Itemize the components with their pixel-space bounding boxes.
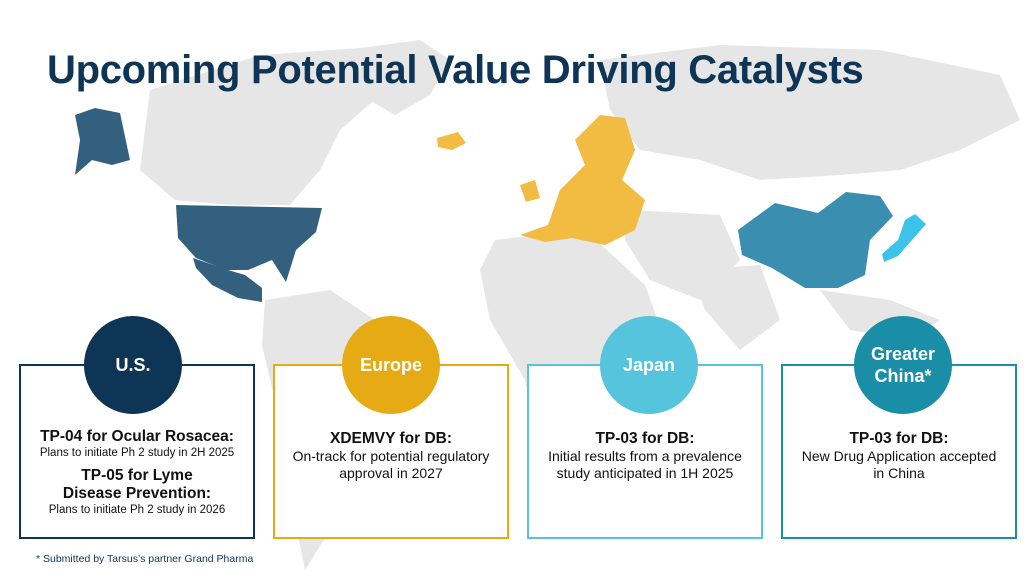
europe-map-region — [520, 115, 645, 245]
page-title: Upcoming Potential Value Driving Catalys… — [47, 48, 864, 92]
us-item-2-desc: Plans to initiate Ph 2 study in 2026 — [48, 504, 226, 516]
europe-badge: Europe — [342, 316, 440, 414]
china-badge: Greater China* — [854, 316, 952, 414]
europe-head: XDEMVY for DB: — [329, 430, 452, 447]
china-head: TP-03 for DB: — [849, 430, 949, 447]
japan-badge: Japan — [600, 316, 698, 414]
japan-head: TP-03 for DB: — [595, 430, 695, 447]
china-map-region — [738, 192, 893, 288]
japan-desc: Initial results from a prevalence study … — [548, 448, 742, 481]
japan-card-body: TP-03 for DB: Initial results from a pre… — [533, 430, 757, 482]
iceland — [437, 132, 466, 150]
us-item-1-desc: Plans to initiate Ph 2 study in 2H 2025 — [39, 447, 235, 459]
us-map-region — [75, 108, 322, 302]
us-card: TP-04 for Ocular Rosacea: Plans to initi… — [19, 364, 255, 539]
china-desc: New Drug Application accepted in China — [801, 448, 997, 481]
us-card-body: TP-04 for Ocular Rosacea: Plans to initi… — [25, 428, 249, 524]
china-card-body: TP-03 for DB: New Drug Application accep… — [787, 430, 1011, 482]
japan-map-region — [882, 214, 926, 262]
us-badge: U.S. — [84, 316, 182, 414]
us-item-1-head: TP-04 for Ocular Rosacea: — [40, 428, 234, 445]
footnote: * Submitted by Tarsus’s partner Grand Ph… — [36, 553, 254, 565]
europe-desc: On-track for potential regulatory approv… — [292, 448, 490, 481]
us-item-2-head: TP-05 for Lyme Disease Prevention: — [62, 467, 212, 502]
europe-card-body: XDEMVY for DB: On-track for potential re… — [279, 430, 503, 482]
